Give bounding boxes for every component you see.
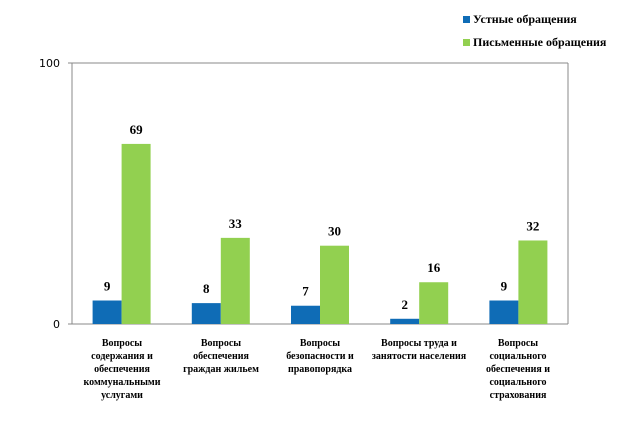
category-label: Вопросы социального обеспечения и социал… <box>485 338 551 401</box>
data-label: 2 <box>401 297 408 312</box>
bar <box>121 143 151 324</box>
bar <box>92 300 122 324</box>
bar <box>489 300 519 324</box>
legend-item-oral: Устные обращения <box>463 12 577 27</box>
legend-label-oral: Устные обращения <box>473 12 577 26</box>
data-label: 69 <box>130 122 144 137</box>
y-tick-label: 0 <box>53 318 60 331</box>
bar <box>220 237 250 324</box>
data-label: 33 <box>229 216 243 231</box>
bar <box>320 245 349 324</box>
category-label: Вопросы труда и занятости населения <box>371 338 467 362</box>
bar <box>518 240 548 324</box>
bar <box>291 305 320 324</box>
legend-label-written: Письменные обращения <box>473 35 607 49</box>
data-label: 30 <box>328 224 341 239</box>
legend-swatch-oral <box>463 16 470 23</box>
data-label: 16 <box>427 260 441 275</box>
y-tick-label: 100 <box>39 57 60 70</box>
category-label: Вопросы безопасности и правопорядка <box>286 338 354 375</box>
data-label: 32 <box>526 218 539 233</box>
data-label: 7 <box>302 284 309 299</box>
data-label: 9 <box>501 279 508 294</box>
legend-swatch-written <box>463 39 470 46</box>
category-label: Вопросы обеспечения граждан жильем <box>183 338 259 375</box>
data-label: 9 <box>104 279 111 294</box>
bar <box>191 303 221 324</box>
bar <box>390 318 420 324</box>
legend-item-written: Письменные обращения <box>463 35 606 50</box>
data-label: 8 <box>203 281 210 296</box>
category-label: Вопросы содержания и обеспечения коммуна… <box>83 338 161 401</box>
bar <box>419 282 449 324</box>
